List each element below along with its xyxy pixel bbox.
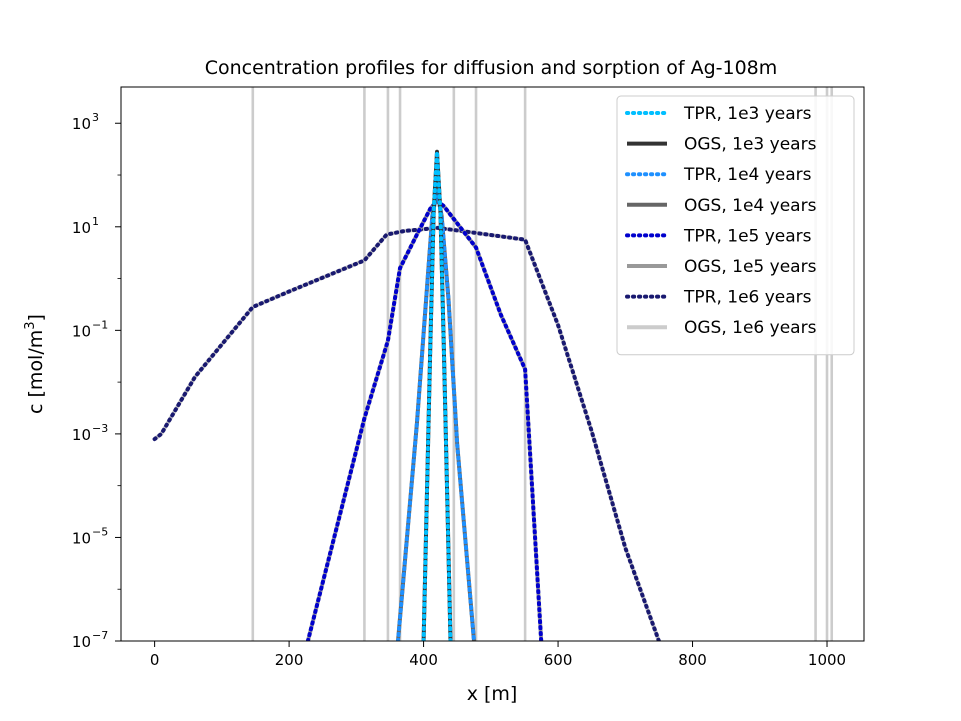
y-tick-label-3: 10	[72, 322, 91, 340]
y-axis-label-main: c [mol/m	[25, 330, 47, 414]
x-tick-label-1: 200	[275, 651, 304, 669]
y-tick-label-2: 10	[72, 426, 91, 444]
legend-label-4: TPR, 1e5 years	[683, 226, 812, 246]
legend-label-7: OGS, 1e6 years	[684, 318, 817, 338]
legend-box	[616, 95, 855, 356]
x-tick-label-4: 800	[678, 651, 707, 669]
y-tick-label-1: 10	[72, 529, 91, 547]
series-line-1	[152, 225, 661, 641]
legend-label-2: TPR, 1e4 years	[683, 165, 812, 185]
chart-title: Concentration profiles for diffusion and…	[205, 57, 778, 79]
y-tick-label-exp-1: −5	[92, 525, 108, 538]
y-tick-label-exp-2: −3	[92, 422, 108, 435]
x-axis: 0 200 400 600 800 1000	[150, 641, 846, 669]
y-tick-label-exp-3: −1	[92, 318, 108, 331]
y-tick-label-exp-4: 1	[92, 215, 99, 228]
series-group	[152, 149, 661, 641]
legend-label-3: OGS, 1e4 years	[684, 196, 817, 216]
legend-label-0: TPR, 1e3 years	[683, 104, 812, 124]
legend-label-5: OGS, 1e5 years	[684, 257, 817, 277]
series-line-7	[421, 149, 453, 641]
x-tick-label-0: 0	[150, 651, 160, 669]
plot-frame	[120, 86, 865, 642]
x-tick-label-5: 1000	[808, 651, 846, 669]
y-tick-label-exp-0: −7	[92, 629, 108, 642]
y-tick-label-0: 10	[72, 633, 91, 651]
x-tick-label-3: 600	[544, 651, 573, 669]
legend-label-1: OGS, 1e3 years	[684, 135, 817, 155]
y-tick-label-5: 10	[72, 115, 91, 133]
y-tick-label-4: 10	[72, 219, 91, 237]
y-axis-label-sup: 3	[23, 321, 38, 329]
y-axis-label-end: ]	[25, 314, 47, 321]
y-tick-label-exp-5: 3	[92, 111, 99, 124]
series-line-5	[396, 188, 476, 641]
x-tick-label-2: 400	[409, 651, 438, 669]
y-axis-label: c [mol/m3]	[23, 314, 47, 414]
legend-label-6: TPR, 1e6 years	[683, 288, 812, 308]
legend: TPR, 1e3 years OGS, 1e3 years TPR, 1e4 yea…	[616, 95, 855, 356]
x-axis-label: x [m]	[467, 683, 518, 705]
